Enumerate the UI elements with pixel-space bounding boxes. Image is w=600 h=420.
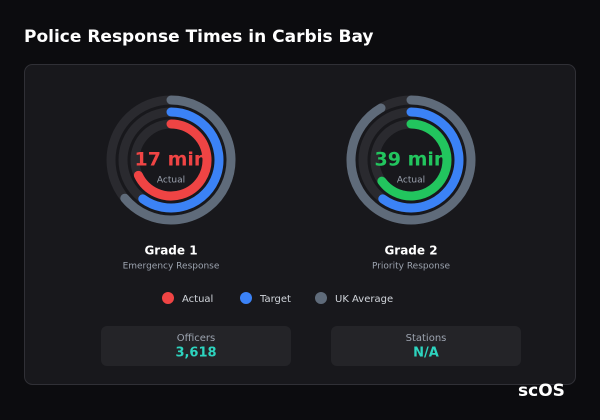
gauge-title: Grade 2 <box>384 244 437 258</box>
legend-dot <box>162 292 174 304</box>
gauge-value: 39 min <box>375 149 448 171</box>
gauge-arc <box>133 119 212 201</box>
gauge-arc <box>378 107 464 213</box>
gauge-center-label: Actual <box>397 176 425 186</box>
gauge-value: 17 min <box>135 149 208 171</box>
gauge-subtitle: Emergency Response <box>123 262 220 272</box>
legend-label: Target <box>259 294 291 305</box>
gauge-arc <box>138 107 224 213</box>
stat-box <box>331 326 521 366</box>
panel <box>24 64 576 385</box>
stat-value: N/A <box>413 346 439 361</box>
stat-box <box>101 326 291 366</box>
legend-dot <box>240 292 252 304</box>
legend-label: Actual <box>182 294 213 305</box>
page-title: Police Response Times in Carbis Bay <box>24 27 373 47</box>
stat-label: Officers <box>177 333 216 344</box>
gauge-arc <box>377 119 452 201</box>
stat-label: Stations <box>406 333 447 344</box>
legend-dot <box>315 292 327 304</box>
gauge-center-label: Actual <box>157 176 185 186</box>
stat-value: 3,618 <box>175 346 216 361</box>
legend-label: UK Average <box>335 294 393 305</box>
gauge-arc <box>346 95 476 225</box>
brand: scOS <box>518 381 565 401</box>
gauge-subtitle: Priority Response <box>372 262 451 272</box>
gauge-title: Grade 1 <box>144 244 197 258</box>
gauge-arc <box>120 95 236 225</box>
